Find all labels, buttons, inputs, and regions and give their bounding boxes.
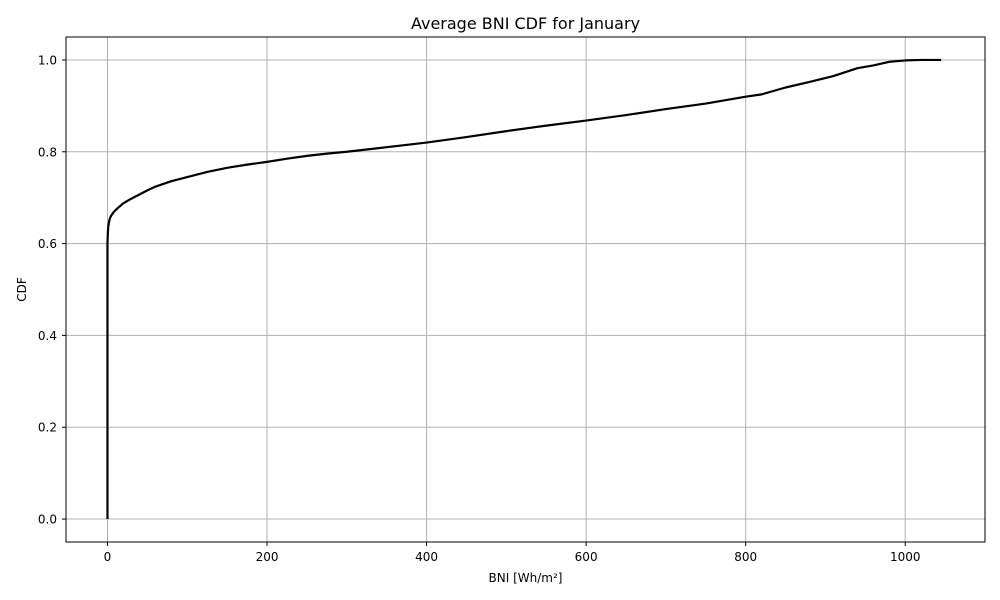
x-tick-label: 400 <box>415 550 438 564</box>
x-tick-label: 1000 <box>890 550 921 564</box>
plot-area-frame <box>65 36 986 543</box>
tick-layer: 0 200 400 600 800 1000 0.0 0.2 0.4 0.6 0.8 1.0 <box>38 53 921 564</box>
series-layer <box>106 58 942 520</box>
x-axis-label: BNI [Wh/m²] <box>489 571 563 585</box>
y-tick-label: 1.0 <box>38 53 57 67</box>
y-tick-label: 0.4 <box>38 329 57 343</box>
y-tick-label: 0.0 <box>38 513 57 527</box>
y-tick-label: 0.2 <box>38 421 57 435</box>
x-tick-label: 0 <box>104 550 112 564</box>
grid-layer <box>66 37 985 542</box>
y-tick-label: 0.8 <box>38 145 57 159</box>
x-tick-label: 800 <box>734 550 757 564</box>
y-tick-label: 0.6 <box>38 237 57 251</box>
x-tick-label: 200 <box>256 550 279 564</box>
x-tick-label: 600 <box>575 550 598 564</box>
cdf-series-line <box>106 58 942 520</box>
chart-title: Average BNI CDF for January <box>411 14 640 33</box>
y-axis-label: CDF <box>15 277 29 302</box>
